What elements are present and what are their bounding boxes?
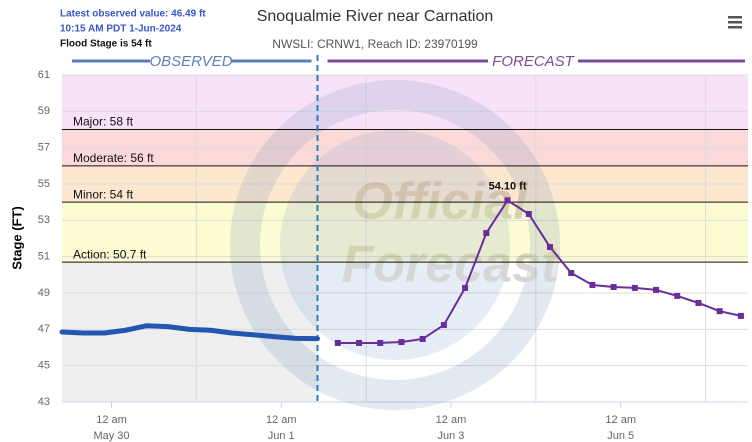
flood-label: Minor: 54 ft: [73, 187, 134, 201]
forecast-label: FORECAST: [492, 53, 576, 70]
observed-label: OBSERVED: [149, 53, 232, 70]
latest-time: 10:15 AM PDT 1-Jun-2024: [60, 24, 182, 35]
y-tick-label: 45: [38, 360, 50, 372]
flood-band: [62, 75, 748, 130]
forecast-point: [419, 335, 426, 342]
forecast-point: [356, 339, 363, 346]
forecast-point: [674, 292, 681, 299]
y-tick-label: 55: [38, 178, 50, 190]
y-tick-label: 53: [38, 214, 50, 226]
forecast-point: [546, 244, 553, 251]
flood-band: [62, 202, 748, 263]
y-tick-label: 47: [38, 323, 50, 335]
forecast-point: [440, 321, 447, 328]
menu-bar[interactable]: [728, 16, 742, 19]
flood-label: Major: 58 ft: [73, 115, 134, 129]
y-tick-label: 57: [38, 142, 50, 154]
y-tick-label: 43: [38, 396, 50, 408]
x-tick-date: Jun 3: [438, 430, 465, 442]
forecast-point: [398, 339, 405, 346]
x-tick-date: Jun 1: [268, 430, 295, 442]
forecast-point: [377, 339, 384, 346]
y-tick-label: 51: [38, 251, 50, 263]
banner-bg: [488, 52, 578, 70]
x-tick-date: May 30: [93, 430, 129, 442]
x-tick-label: 12 am: [605, 414, 636, 426]
watermark-seal: [230, 80, 560, 410]
flood-stage-note: Flood Stage is 54 ft: [60, 39, 152, 50]
x-tick-label: 12 am: [96, 414, 127, 426]
menu-button[interactable]: [728, 16, 742, 29]
forecast-point: [610, 284, 617, 291]
forecast-point: [334, 339, 341, 346]
forecast-point: [504, 197, 511, 204]
y-tick-label: 49: [38, 287, 50, 299]
chart-subtitle: NWSLI: CRNW1, Reach ID: 23970199: [272, 37, 478, 51]
x-tick-date: Jun 5: [607, 430, 634, 442]
latest-value: Latest observed value: 46.49 ft: [60, 9, 206, 20]
forecast-point: [695, 299, 702, 306]
x-tick-label: 12 am: [436, 414, 467, 426]
y-tick-label: 61: [38, 69, 50, 81]
menu-bar[interactable]: [728, 26, 742, 29]
forecast-point: [653, 286, 660, 293]
banner-bg: [150, 52, 232, 70]
data-label: 54.10 ft: [489, 180, 527, 192]
flood-label: Action: 50.7 ft: [73, 247, 147, 261]
forecast-point: [483, 230, 490, 237]
forecast-point: [525, 210, 532, 217]
chart-title: Snoqualmie River near Carnation: [257, 8, 494, 25]
flood-label: Moderate: 56 ft: [73, 151, 154, 165]
observed-line: [59, 323, 320, 342]
y-tick-label: 59: [38, 105, 50, 117]
forecast-point: [737, 312, 744, 319]
forecast-point: [462, 284, 469, 291]
forecast-point: [716, 308, 723, 315]
watermark-seal-inner: [280, 130, 510, 360]
x-tick-label: 12 am: [266, 414, 297, 426]
y-axis-title: Stage (FT): [9, 206, 24, 270]
forecast-point: [631, 284, 638, 291]
forecast-line: [336, 199, 742, 344]
forecast-point: [568, 270, 575, 277]
forecast-point: [589, 282, 596, 289]
menu-bar[interactable]: [728, 21, 742, 24]
watermark-text: Forecast: [342, 236, 561, 294]
